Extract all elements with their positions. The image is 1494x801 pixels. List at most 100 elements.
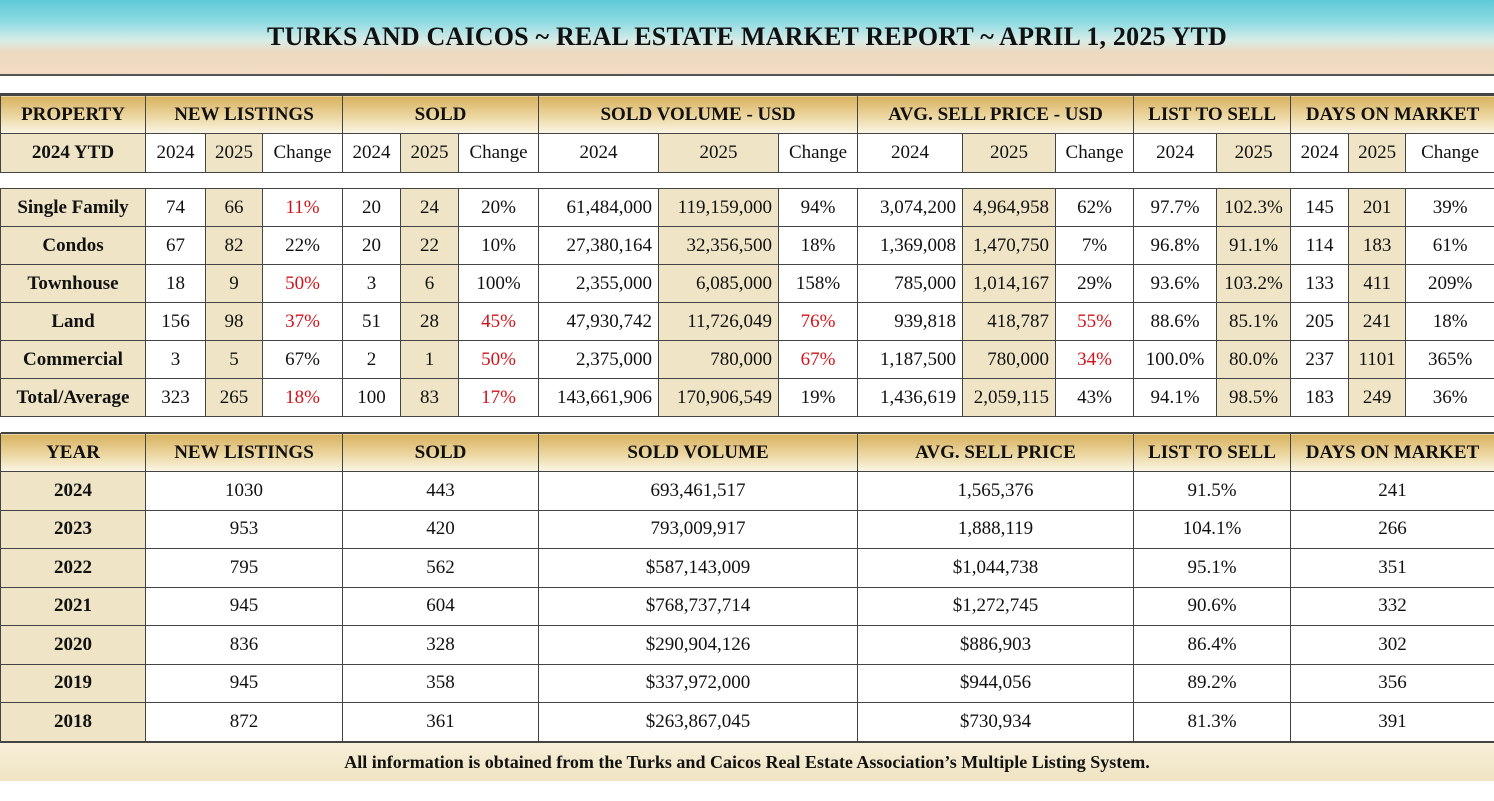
cell-value: 170,906,549 xyxy=(658,378,780,417)
sub-header-row: 2024 YTD 2024 2025 Change 2024 2025 Change 2024… xyxy=(0,133,1494,173)
cell-value: 114 xyxy=(1290,226,1350,265)
cell-value: 61,484,000 xyxy=(538,188,660,227)
table-row: Total/Average 323 265 18% 100 83 17% 143,661,90… xyxy=(0,378,1494,417)
cell-value: 2,059,115 xyxy=(962,378,1057,417)
group-header: PROPERTY xyxy=(0,95,146,134)
cell-value: 323 xyxy=(145,378,206,417)
cell-value: 51 xyxy=(342,302,401,341)
cell-value: 183 xyxy=(1348,226,1407,265)
cell-value: 265 xyxy=(205,378,263,417)
year-label: 2022 xyxy=(0,548,146,588)
property-name: Single Family xyxy=(0,188,146,227)
cell-value: 85.1% xyxy=(1216,302,1292,341)
cell-value: 100% xyxy=(457,264,540,303)
sub-header: 2024 xyxy=(1133,133,1218,173)
cell-value: 785,000 xyxy=(857,264,964,303)
cell-value: 872 xyxy=(145,702,343,742)
cell-value: $290,904,126 xyxy=(538,625,858,665)
cell-value: 76% xyxy=(778,302,859,341)
cell-value: 32,356,500 xyxy=(658,226,780,265)
cell-value: 19% xyxy=(778,378,859,417)
spacer xyxy=(0,172,1494,189)
cell-value: 1030 xyxy=(145,471,343,511)
cell-value: 50% xyxy=(262,264,343,303)
cell-value: 241 xyxy=(1348,302,1407,341)
sub-header: Change xyxy=(457,133,540,173)
table-row: 2019 945 358 $337,972,000 $944,056 89.2% 356 xyxy=(0,663,1494,703)
cell-value: 145 xyxy=(1290,188,1350,227)
cell-value: 80.0% xyxy=(1216,340,1292,379)
group-header: NEW LISTINGS xyxy=(145,95,343,134)
cell-value: 945 xyxy=(145,586,343,626)
cell-value: 62% xyxy=(1055,188,1135,227)
column-header: AVG. SELL PRICE xyxy=(857,433,1134,472)
cell-value: 20 xyxy=(342,226,401,265)
cell-value: 143,661,906 xyxy=(538,378,660,417)
cell-value: 20% xyxy=(457,188,540,227)
cell-value: 241 xyxy=(1290,471,1494,511)
cell-value: 10% xyxy=(457,226,540,265)
cell-value: 953 xyxy=(145,509,343,549)
cell-value: 266 xyxy=(1290,509,1494,549)
cell-value: 18% xyxy=(778,226,859,265)
cell-value: 74 xyxy=(145,188,206,227)
table-row: 2022 795 562 $587,143,009 $1,044,738 95.1% 351 xyxy=(0,548,1494,588)
cell-value: 11,726,049 xyxy=(658,302,780,341)
cell-value: 249 xyxy=(1348,378,1407,417)
sub-header: 2024 xyxy=(342,133,401,173)
cell-value: 156 xyxy=(145,302,206,341)
cell-value: 29% xyxy=(1055,264,1135,303)
cell-value: 67% xyxy=(262,340,343,379)
cell-value: 11% xyxy=(262,188,343,227)
cell-value: 119,159,000 xyxy=(658,188,780,227)
cell-value: 98 xyxy=(205,302,263,341)
table-row: Commercial 3 5 67% 2 1 50% 2,375,000 780,000 67% 1… xyxy=(0,340,1494,379)
cell-value: $886,903 xyxy=(857,625,1134,665)
cell-value: $1,044,738 xyxy=(857,548,1134,588)
cell-value: $1,272,745 xyxy=(857,586,1134,626)
cell-value: 5 xyxy=(205,340,263,379)
cell-value: 6,085,000 xyxy=(658,264,780,303)
cell-value: 358 xyxy=(342,663,539,703)
cell-value: 100.0% xyxy=(1133,340,1218,379)
cell-value: 780,000 xyxy=(962,340,1057,379)
cell-value: 93.6% xyxy=(1133,264,1218,303)
cell-value: 1,888,119 xyxy=(857,509,1134,549)
spacer-cell xyxy=(0,416,1494,433)
cell-value: 693,461,517 xyxy=(538,471,858,511)
table-row: 2023 953 420 793,009,917 1,888,119 104.1% 266 xyxy=(0,509,1494,549)
group-header: LIST TO SELL xyxy=(1133,95,1292,134)
sub-header: 2025 xyxy=(400,133,459,173)
cell-value: 391 xyxy=(1290,702,1494,742)
cell-value: 1,187,500 xyxy=(857,340,964,379)
cell-value: 83 xyxy=(400,378,459,417)
cell-value: 302 xyxy=(1290,625,1494,665)
cell-value: 209% xyxy=(1405,264,1494,303)
sub-header: Change xyxy=(778,133,859,173)
cell-value: 2,375,000 xyxy=(538,340,660,379)
cell-value: 27,380,164 xyxy=(538,226,660,265)
cell-value: 7% xyxy=(1055,226,1135,265)
cell-value: 356 xyxy=(1290,663,1494,703)
year-label: 2023 xyxy=(0,509,146,549)
sub-header: 2024 xyxy=(857,133,964,173)
cell-value: 47,930,742 xyxy=(538,302,660,341)
cell-value: 420 xyxy=(342,509,539,549)
year-label: 2019 xyxy=(0,663,146,703)
cell-value: 361 xyxy=(342,702,539,742)
cell-value: 201 xyxy=(1348,188,1407,227)
column-header: YEAR xyxy=(0,433,146,472)
cell-value: 18% xyxy=(262,378,343,417)
cell-value: 91.5% xyxy=(1133,471,1291,511)
annual-header-row: YEAR NEW LISTINGS SOLD SOLD VOLUME AVG. SELL… xyxy=(0,433,1494,472)
cell-value: 96.8% xyxy=(1133,226,1218,265)
cell-value: 1,014,167 xyxy=(962,264,1057,303)
group-header-row: PROPERTY NEW LISTINGS SOLD SOLD VOLUME - US… xyxy=(0,95,1494,134)
cell-value: 67% xyxy=(778,340,859,379)
column-header: SOLD xyxy=(342,433,539,472)
cell-value: 332 xyxy=(1290,586,1494,626)
cell-value: 22% xyxy=(262,226,343,265)
cell-value: $337,972,000 xyxy=(538,663,858,703)
cell-value: 94.1% xyxy=(1133,378,1218,417)
cell-value: 418,787 xyxy=(962,302,1057,341)
